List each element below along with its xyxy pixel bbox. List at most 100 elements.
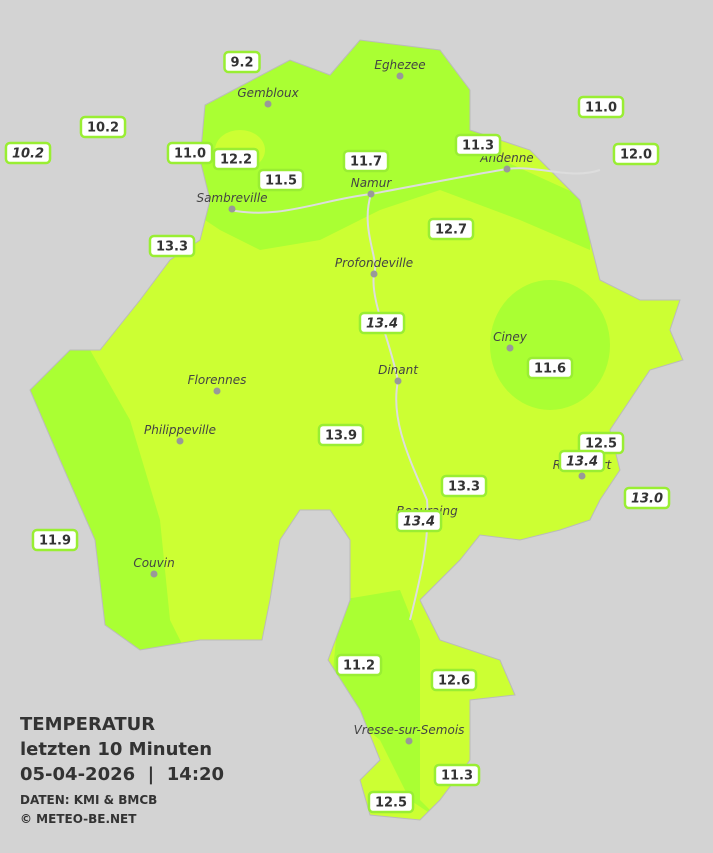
station-label: 13.3: [440, 474, 488, 498]
station-reading: 13.9: [325, 429, 357, 444]
town-dot: [578, 472, 586, 480]
town-name: Eghezee: [374, 58, 425, 72]
river: [229, 167, 601, 621]
station-reading: 9.2: [230, 56, 253, 71]
zone-cool: [190, 40, 590, 250]
station-label: 11.2: [335, 653, 383, 677]
station-reading: 11.6: [534, 362, 566, 377]
station-label: 10.2: [79, 115, 127, 139]
label-box: [430, 668, 478, 692]
station-reading: 11.5: [265, 174, 297, 189]
station-label: 11.0: [166, 141, 214, 165]
station-label: 10.2: [4, 141, 52, 165]
label-box: [526, 356, 574, 380]
station-label: 11.9: [31, 528, 79, 552]
station-label: 11.5: [257, 168, 305, 192]
station-reading: 11.3: [462, 139, 494, 154]
label-box: [577, 95, 625, 119]
town-dot: [228, 205, 236, 213]
legend-source: DATEN: KMI & BMCB: [20, 793, 157, 807]
station-reading: 12.6: [438, 674, 470, 689]
zone-cool: [490, 280, 610, 410]
town-dot: [150, 570, 158, 578]
town-dot: [503, 165, 511, 173]
station-reading: 12.0: [620, 148, 652, 163]
station-label: 11.3: [454, 133, 502, 157]
station-label: 13.4: [358, 311, 406, 335]
station-label: 12.6: [430, 668, 478, 692]
label-box: [367, 790, 415, 814]
town-dot: [405, 737, 413, 745]
station-reading: 10.2: [12, 147, 44, 162]
town-name: Couvin: [133, 556, 174, 570]
station-reading: 13.4: [403, 515, 435, 530]
town-name: Namur: [351, 176, 393, 190]
town-dot: [394, 377, 402, 385]
town-name: Ciney: [493, 330, 528, 344]
label-box: [317, 423, 365, 447]
legend-title: TEMPERATUR: [20, 714, 155, 735]
label-box: [4, 141, 52, 165]
station-reading: 12.5: [375, 796, 407, 811]
town-name: Florennes: [188, 373, 247, 387]
label-box: [166, 141, 214, 165]
town-name: Dinant: [378, 363, 419, 377]
zone-cool: [330, 590, 440, 820]
station-reading: 13.0: [631, 492, 663, 507]
town-dot: [213, 387, 221, 395]
label-box: [148, 234, 196, 258]
station-reading: 12.7: [435, 223, 467, 238]
legend-copyright: © METEO-BE.NET: [20, 812, 137, 826]
town-dot: [506, 344, 514, 352]
station-reading: 11.9: [39, 534, 71, 549]
station-label: 12.2: [212, 147, 260, 171]
town-dot: [396, 72, 404, 80]
label-box: [223, 50, 261, 74]
label-box: [427, 217, 475, 241]
station-label: 12.5: [367, 790, 415, 814]
town-name: Vresse-sur-Semois: [354, 723, 465, 737]
station-label: 11.6: [526, 356, 574, 380]
label-box: [395, 509, 443, 533]
legend-subtitle: letzten 10 Minuten: [20, 739, 212, 760]
station-reading: 12.2: [220, 153, 252, 168]
station-reading: 11.0: [585, 101, 617, 116]
town-name: Gembloux: [237, 86, 299, 100]
label-box: [31, 528, 79, 552]
station-reading: 11.3: [441, 769, 473, 784]
label-box: [612, 142, 660, 166]
town-dot: [176, 437, 184, 445]
station-label: 13.9: [317, 423, 365, 447]
stations: 9.2 10.2 10.2 11.0 12.2 11.5 11.7 11.3 11.0 12.0 1…: [4, 50, 671, 814]
towns: EghezeeGemblouxAndenneNamurSambrevillePr…: [133, 58, 613, 745]
label-box: [454, 133, 502, 157]
station-label: 11.7: [342, 149, 390, 173]
town-dot: [264, 100, 272, 108]
label-box: [623, 486, 671, 510]
station-reading: 11.2: [343, 659, 375, 674]
town-dot: [370, 270, 378, 278]
label-box: [433, 763, 481, 787]
station-reading: 13.3: [448, 480, 480, 495]
station-label: 11.3: [433, 763, 481, 787]
station-label: 13.3: [148, 234, 196, 258]
station-reading: 11.7: [350, 155, 382, 170]
station-label: 12.0: [612, 142, 660, 166]
legend-datetime: 05-04-2026 | 14:20: [20, 764, 224, 785]
station-label: 13.4: [395, 509, 443, 533]
label-box: [440, 474, 488, 498]
station-label: 13.4: [558, 449, 606, 473]
station-reading: 10.2: [87, 121, 119, 136]
town-dot: [367, 190, 375, 198]
station-label: 13.0: [623, 486, 671, 510]
station-label: 11.0: [577, 95, 625, 119]
station-reading: 13.4: [566, 455, 598, 470]
station-label: 9.2: [223, 50, 261, 74]
label-box: [257, 168, 305, 192]
station-reading: 12.5: [585, 437, 617, 452]
station-label: 12.7: [427, 217, 475, 241]
label-box: [342, 149, 390, 173]
station-reading: 13.4: [366, 317, 398, 332]
label-box: [335, 653, 383, 677]
